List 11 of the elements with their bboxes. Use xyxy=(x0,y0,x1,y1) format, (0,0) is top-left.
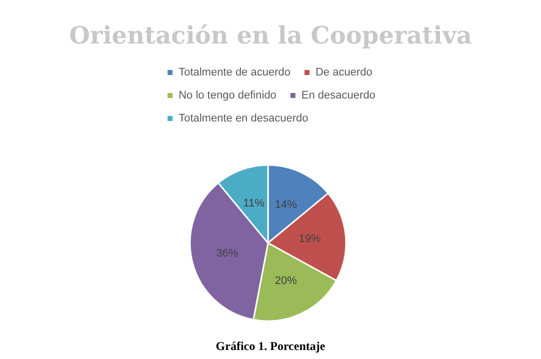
legend-label: Totalmente en desacuerdo xyxy=(178,112,308,124)
data-label: 19% xyxy=(298,233,322,246)
legend-label: No lo tengo definido xyxy=(178,90,276,102)
legend-label: Totalmente de acuerdo xyxy=(178,66,290,78)
data-label: 20% xyxy=(274,275,298,288)
legend-label: De acuerdo xyxy=(315,66,372,78)
data-label: 11% xyxy=(243,197,265,210)
text: Gráfico 1. Porcentaje xyxy=(216,339,326,353)
data-label: 36% xyxy=(216,247,239,260)
legend-label: En desacuerdo xyxy=(301,90,376,102)
data-label: 14% xyxy=(274,198,298,211)
